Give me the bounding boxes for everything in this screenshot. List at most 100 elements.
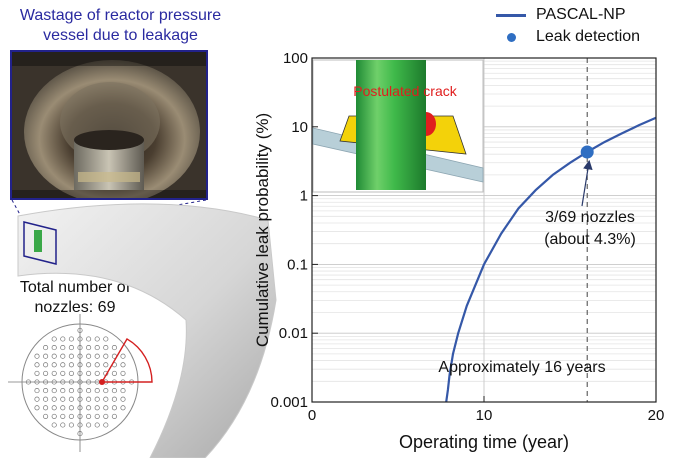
nozzle-dot xyxy=(86,345,92,351)
x-axis-ticks: 0 10 20 xyxy=(308,396,665,424)
nozzle-dot xyxy=(77,396,83,402)
nozzle-dot xyxy=(43,413,49,419)
nozzle-dot xyxy=(77,336,83,342)
y-tick-label: 0.1 xyxy=(287,256,308,273)
nozzle-dot xyxy=(111,396,117,402)
nozzle-dot xyxy=(68,345,74,351)
annotation-arrow xyxy=(581,159,593,207)
layout-sector-origin xyxy=(99,379,105,385)
nozzle-dot xyxy=(68,405,74,411)
nozzle-dot xyxy=(103,422,109,428)
nozzle-dot xyxy=(111,388,117,394)
nozzle-dot xyxy=(103,362,109,368)
x-tick-label: 20 xyxy=(648,407,665,424)
nozzle-dot xyxy=(94,413,100,419)
photo-caption-line1: Wastage of reactor pressure xyxy=(19,7,222,24)
nozzle-count-line1: Total number of xyxy=(19,279,131,296)
nozzle-dot xyxy=(43,362,49,368)
inset-nozzle xyxy=(356,60,426,190)
nozzle-dot xyxy=(34,396,40,402)
nozzle-dot xyxy=(68,379,74,385)
y-axis-ticks: 0.001 0.01 0.1 1 10 100 xyxy=(270,50,318,411)
nozzle-dot xyxy=(43,370,49,376)
nozzle-dot xyxy=(34,405,40,411)
nozzle-dot xyxy=(60,396,66,402)
nozzle-dot xyxy=(103,345,109,351)
y-tick-label: 100 xyxy=(283,50,308,67)
nozzle-dot xyxy=(51,353,57,359)
y-axis-label: Cumulative leak probability (%) xyxy=(253,113,272,347)
nozzle-dot xyxy=(60,370,66,376)
photo-caption-line2: vessel due to leakage xyxy=(43,27,198,44)
nozzle-dot xyxy=(60,353,66,359)
y-tick-label: 10 xyxy=(291,119,308,136)
nozzle-dot xyxy=(86,362,92,368)
nozzle-dot xyxy=(34,388,40,394)
inset-crack xyxy=(426,112,436,136)
nozzle-layout-diagram xyxy=(8,314,153,452)
nozzle-dot xyxy=(111,413,117,419)
nozzle-dot xyxy=(51,379,57,385)
nozzle-dot xyxy=(60,413,66,419)
nozzle-dot xyxy=(68,396,74,402)
nozzle-dot xyxy=(94,422,100,428)
nozzle-dot xyxy=(77,370,83,376)
nozzle-dot xyxy=(111,405,117,411)
nozzle-dot xyxy=(43,379,49,385)
nozzle-dot xyxy=(77,388,83,394)
nozzle-dot xyxy=(34,379,40,385)
nozzle-dot xyxy=(34,362,40,368)
series-line-pascal-np xyxy=(445,116,657,403)
y-tick-label: 0.01 xyxy=(279,325,308,342)
nozzle-dot xyxy=(94,353,100,359)
annotation-nozzle-ratio-line2: (about 4.3%) xyxy=(544,231,636,248)
nozzle-dot xyxy=(103,336,109,342)
nozzle-marker xyxy=(34,230,42,252)
nozzle-dot xyxy=(86,388,92,394)
nozzle-dot xyxy=(51,370,57,376)
nozzle-dot xyxy=(120,396,126,402)
nozzle-dot xyxy=(60,362,66,368)
nozzle-dot xyxy=(94,388,100,394)
crack-inset: Postulated crack xyxy=(312,59,484,193)
y-tick-label: 1 xyxy=(300,188,308,205)
nozzle-dot xyxy=(43,353,49,359)
nozzle-dot xyxy=(34,353,40,359)
annotation-years: Approximately 16 years xyxy=(438,359,605,376)
leader-line-right xyxy=(57,199,207,227)
nozzle-dot xyxy=(68,422,74,428)
leak-probability-chart: Postulated crack 0.001 0.01 0.1 1 10 100 0 10 2… xyxy=(253,50,664,452)
nozzle-dot xyxy=(120,370,126,376)
nozzle-dot xyxy=(94,405,100,411)
nozzle-dot xyxy=(94,370,100,376)
nozzle-dot xyxy=(77,345,83,351)
legend-label-pascal-np: PASCAL-NP xyxy=(536,6,626,23)
nozzle-dot xyxy=(94,396,100,402)
nozzle-dot xyxy=(60,345,66,351)
nozzle-dot xyxy=(77,405,83,411)
nozzle-dot xyxy=(77,327,83,333)
nozzle-dot xyxy=(94,345,100,351)
nozzle-dot xyxy=(77,413,83,419)
nozzle-dot xyxy=(86,353,92,359)
leak-detection-point xyxy=(580,145,594,159)
nozzle-dot xyxy=(94,362,100,368)
nozzle-dot xyxy=(86,422,92,428)
legend-label-leak-detection: Leak detection xyxy=(536,28,641,45)
nozzle-dot xyxy=(103,388,109,394)
nozzle-dot xyxy=(60,388,66,394)
nozzle-dot xyxy=(77,431,83,437)
nozzle-dot xyxy=(34,370,40,376)
nozzle-dot xyxy=(68,353,74,359)
nozzle-dot xyxy=(51,362,57,368)
wastage-photo-image xyxy=(12,52,206,198)
x-axis-label: Operating time (year) xyxy=(399,432,569,452)
nozzle-dot xyxy=(103,405,109,411)
legend-item-pascal-np: PASCAL-NP xyxy=(496,4,676,26)
nozzle-dot xyxy=(51,345,57,351)
chart-legend: PASCAL-NP Leak detection xyxy=(496,4,676,48)
nozzle-dot xyxy=(51,413,57,419)
nozzle-dot xyxy=(86,379,92,385)
photo-caption: Wastage of reactor pressure vessel due t… xyxy=(8,6,233,46)
